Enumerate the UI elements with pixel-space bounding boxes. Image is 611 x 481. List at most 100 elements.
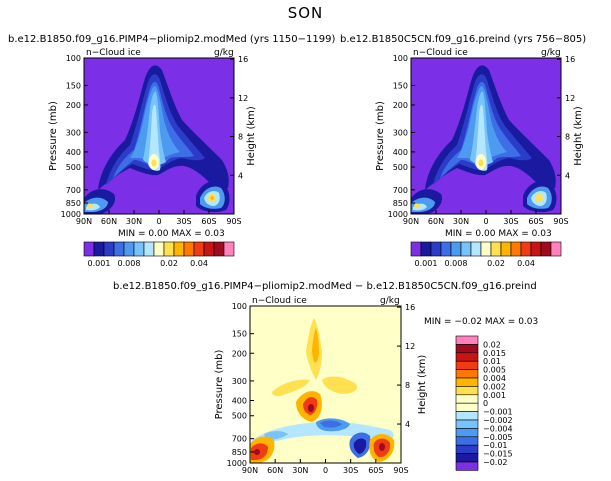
y-tick-label: 100: [66, 54, 81, 63]
panel-1-south-low-peak: [210, 196, 214, 200]
colorbar-cell: [520, 241, 532, 257]
y-tick-label: 150: [66, 81, 81, 90]
y-tick-label: 850: [232, 448, 247, 457]
colorbar-cell: [455, 377, 479, 387]
colorbar-cell: [213, 241, 225, 257]
colorbar-label: −0.015: [483, 450, 513, 459]
colorbar-cell: [455, 453, 479, 463]
y2-tick-label: 12: [565, 94, 575, 103]
panel-model-2: b.e12.B1850C5CN.f09_g16.preind (yrs 756−…: [340, 34, 586, 268]
panel-3-south-band: [322, 376, 358, 394]
colorbar-label: 0.005: [483, 366, 506, 375]
panel-2-contours: [411, 58, 561, 214]
colorbar-label: 0.04: [190, 259, 208, 268]
colorbar-cell: [183, 241, 195, 257]
panel-model-1: b.e12.B1850.f09_g16.PIMP4−pliomip2.modMe…: [8, 34, 335, 268]
colorbar-cell: [455, 461, 479, 471]
colorbar-cell: [133, 241, 145, 257]
colorbar-cell: [173, 241, 185, 257]
y2-tick-label: 4: [565, 171, 570, 180]
panel-3-south-pos-peak: [379, 443, 385, 451]
y-tick-label: 400: [66, 148, 81, 157]
x-tick-label: 90N: [76, 217, 92, 226]
colorbar-cell: [455, 369, 479, 379]
colorbar-label: −0.001: [483, 408, 513, 417]
x-tick-label: 90N: [242, 466, 258, 475]
panel-2-north-low-core: [414, 203, 420, 209]
panel-2-units: g/kg: [541, 48, 561, 58]
panel-2-south-low-core: [535, 194, 543, 202]
panel-2-axes: 90N 60N 30N 0 30S 60S 90S 100 150 200 300 400 500 700…: [375, 54, 584, 226]
colorbar-label: 0.04: [517, 259, 535, 268]
panel-1-title: b.e12.B1850.f09_g16.PIMP4−pliomip2.modMe…: [8, 34, 335, 45]
x-tick-label: 60S: [528, 217, 543, 226]
colorbar-label: 0.008: [118, 259, 141, 268]
colorbar-label: 0.001: [483, 391, 506, 400]
colorbar-cell: [455, 436, 479, 446]
colorbar-cell: [123, 241, 135, 257]
x-tick-label: 30N: [126, 217, 142, 226]
y-tick-label: 1000: [227, 459, 247, 468]
x-tick-label: 60S: [201, 217, 216, 226]
y-axis-label: Pressure (mb): [375, 101, 386, 171]
y-tick-label: 400: [393, 148, 408, 157]
colorbar-label: −0.004: [483, 424, 513, 433]
colorbar-cell: [510, 241, 522, 257]
y2-tick-label: 16: [405, 303, 415, 312]
y2-tick-label: 16: [238, 55, 248, 64]
y-tick-label: 300: [232, 377, 247, 386]
panel-3-units: g/kg: [380, 296, 400, 306]
panel-3-colorbar: 0.020.0150.010.0050.0040.0020.0010−0.001…: [455, 335, 513, 471]
colorbar-cell: [450, 241, 462, 257]
y2-axis-label: Height (km): [246, 106, 257, 166]
colorbar-cell: [500, 241, 512, 257]
colorbar-label: 0.008: [445, 259, 468, 268]
y-tick-label: 200: [232, 349, 247, 358]
panel-3-contours: [250, 306, 401, 463]
panel-2-field: n−Cloud ice: [413, 48, 468, 58]
colorbar-cell: [455, 411, 479, 421]
colorbar-label: 0.015: [483, 349, 506, 358]
y2-tick-label: 12: [238, 94, 248, 103]
x-tick-label: 90N: [403, 217, 419, 226]
panel-2-core: [478, 159, 484, 167]
y-tick-label: 400: [232, 397, 247, 406]
y-tick-label: 200: [393, 101, 408, 110]
colorbar-cell: [455, 386, 479, 396]
y2-tick-label: 8: [238, 133, 243, 142]
colorbar-cell: [530, 241, 542, 257]
x-tick-label: 60N: [428, 217, 444, 226]
colorbar-label: 0.02: [487, 259, 505, 268]
panel-3-north-band: [272, 379, 310, 396]
page-title: SON: [287, 4, 324, 22]
y2-axis-label: Height (km): [417, 355, 428, 415]
colorbar-cell: [430, 241, 442, 257]
y-tick-label: 300: [66, 128, 81, 137]
x-tick-label: 30N: [292, 466, 308, 475]
y-tick-label: 150: [232, 330, 247, 339]
x-tick-label: 30N: [453, 217, 469, 226]
y-tick-label: 700: [232, 435, 247, 444]
colorbar-label: 0.004: [483, 374, 506, 383]
panel-1-colorbar: 0.001 0.008 0.02 0.04: [83, 241, 235, 268]
panel-3-north-low-peak: [254, 449, 260, 455]
y2-tick-label: 4: [405, 420, 410, 429]
colorbar-label: −0.005: [483, 433, 513, 442]
panel-3-title: b.e12.B1850.f09_g16.PIMP4−pliomip2.modMe…: [113, 281, 537, 292]
colorbar-cell: [455, 428, 479, 438]
panel-3-axes: 90N 60N 30N 0 30S 60S 90S 100 150 200 300 400 500 700…: [214, 302, 428, 475]
y-tick-label: 850: [393, 199, 408, 208]
panel-2-title: b.e12.B1850C5CN.f09_g16.preind (yrs 756−…: [340, 34, 586, 45]
x-tick-label: 30S: [343, 466, 358, 475]
panel-3-tropics-pos-peak: [308, 404, 314, 412]
colorbar-label: 0.001: [415, 259, 438, 268]
x-tick-label: 90S: [226, 217, 241, 226]
y-tick-label: 700: [66, 186, 81, 195]
colorbar-cell: [480, 241, 492, 257]
y-axis-label: Pressure (mb): [214, 350, 225, 420]
x-tick-label: 0: [323, 466, 328, 475]
y-tick-label: 850: [66, 199, 81, 208]
y2-tick-label: 12: [405, 342, 415, 351]
x-tick-label: 0: [156, 217, 161, 226]
y2-tick-label: 8: [565, 133, 570, 142]
